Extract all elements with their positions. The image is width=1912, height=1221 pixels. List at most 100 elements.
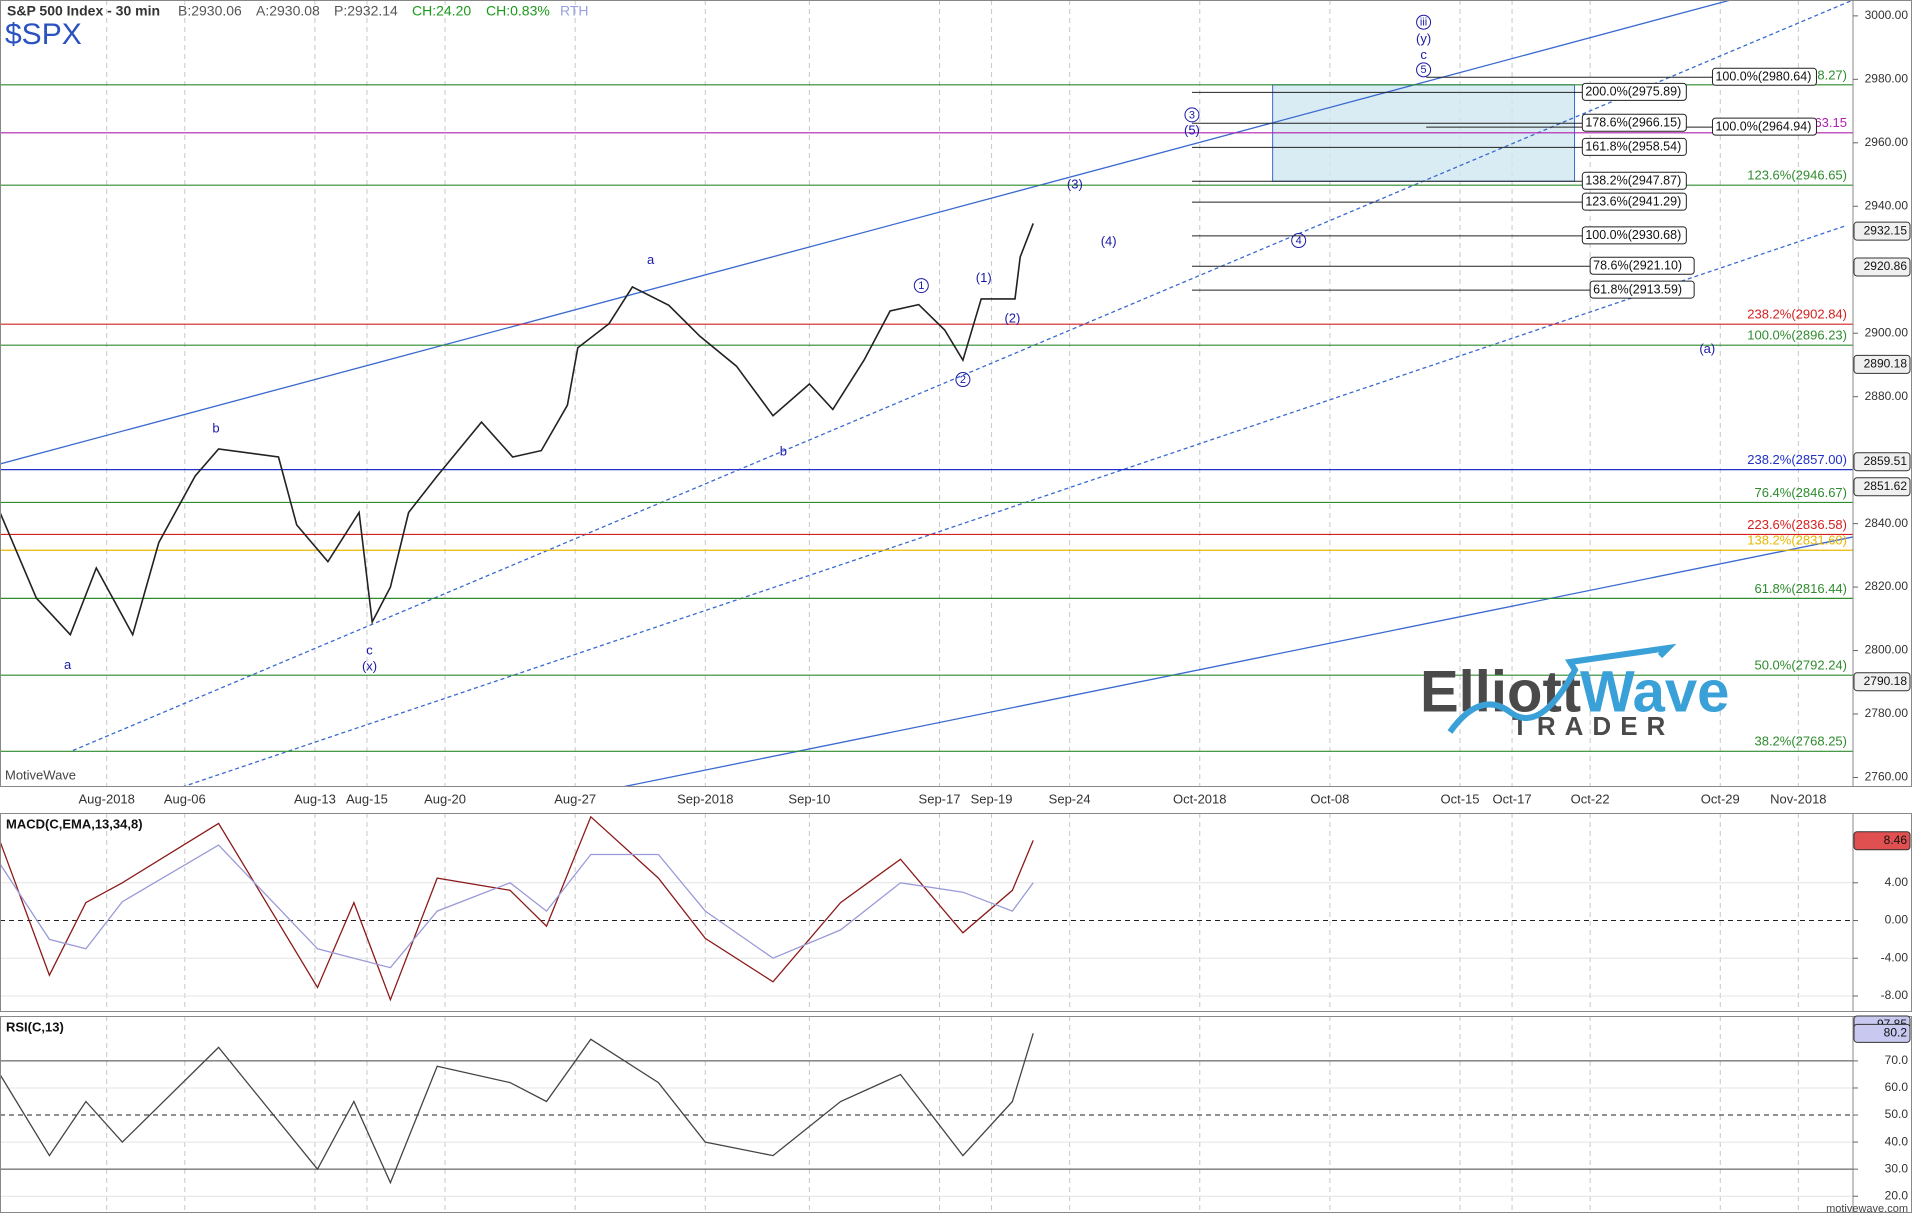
x-tick-label: Oct-15 xyxy=(1441,791,1480,806)
symbol: $SPX xyxy=(5,18,82,51)
header-change: CH:24.20 xyxy=(412,3,471,19)
trendline xyxy=(621,536,1853,787)
projection-label-box xyxy=(1581,171,1687,190)
x-tick-label: Aug-15 xyxy=(346,791,388,806)
x-tick-label: Aug-06 xyxy=(164,791,206,806)
price-marker xyxy=(1853,672,1911,692)
price-marker xyxy=(1853,221,1911,241)
logo-swoosh xyxy=(1447,643,1677,734)
projection-label: 161.8%(2958.54) xyxy=(1585,140,1681,154)
wave-circle xyxy=(1291,233,1307,249)
wave-label: (1) xyxy=(976,270,992,285)
logo-word: Wave xyxy=(1580,659,1729,724)
price-marker xyxy=(1853,257,1911,277)
y-tick-label: 2940.00 xyxy=(1865,198,1909,212)
x-tick-label: Aug-13 xyxy=(294,791,336,806)
wave-label: c xyxy=(1420,47,1427,62)
data-line xyxy=(0,223,1034,637)
x-tick-label: Aug-20 xyxy=(424,791,466,806)
y-tick-label: 3000.00 xyxy=(1865,8,1909,22)
wave-label: b xyxy=(212,420,219,435)
fib-label: 100.0%(2896.23) xyxy=(1747,328,1847,343)
y-tick-label: 2980.00 xyxy=(1865,72,1909,86)
header-price: P:2932.14 xyxy=(334,3,398,19)
y-tick-label: -8.00 xyxy=(1881,988,1909,1002)
wave-label: 2 xyxy=(960,374,966,386)
y-tick-label: 2800.00 xyxy=(1865,643,1909,657)
projection-label-box xyxy=(1589,280,1695,299)
projection-label: 100.0%(2980.64) xyxy=(1715,70,1811,84)
projection-label: 100.0%(2964.94) xyxy=(1715,119,1811,133)
projection-label-box xyxy=(1581,82,1687,101)
price-marker-label: 2932.15 xyxy=(1864,223,1908,237)
projection-label: 61.8%(2913.59) xyxy=(1593,282,1682,296)
x-tick-label: Aug-27 xyxy=(554,791,596,806)
x-tick-label: Sep-2018 xyxy=(677,791,733,806)
wave-label: (a) xyxy=(1699,341,1715,356)
projection-label-box xyxy=(1711,67,1817,86)
footer: motivewave.com xyxy=(1826,1203,1908,1215)
wave-label: 5 xyxy=(1421,64,1427,76)
header-change-pct: CH:0.83% xyxy=(486,3,550,19)
x-tick-label: Oct-29 xyxy=(1701,791,1740,806)
y-tick-label: 50.0 xyxy=(1885,1107,1909,1121)
price-marker-label: 80.2 xyxy=(1884,1025,1908,1039)
x-tick-label: Oct-08 xyxy=(1310,791,1349,806)
wave-label: iii xyxy=(1420,17,1427,29)
x-tick-label: Nov-2018 xyxy=(1770,791,1826,806)
price-marker xyxy=(1853,831,1911,851)
wave-circle xyxy=(955,372,971,388)
y-tick-label: 2840.00 xyxy=(1865,516,1909,530)
header-ask: A:2930.08 xyxy=(256,3,320,19)
price-marker-label: 2790.18 xyxy=(1864,674,1908,688)
data-line xyxy=(0,844,1034,969)
projection-label: 78.6%(2921.10) xyxy=(1593,259,1682,273)
fib-label: 138.2%(2831.60) xyxy=(1747,533,1847,548)
trendline xyxy=(181,225,1846,787)
wave-circle xyxy=(1184,107,1200,123)
y-tick-label: 4.00 xyxy=(1885,875,1909,889)
wave-label: c xyxy=(366,642,373,657)
y-tick-label: 20.0 xyxy=(1885,1188,1909,1202)
wave-label: a xyxy=(64,657,72,672)
projection-label-box xyxy=(1589,256,1695,275)
wave-label: b xyxy=(780,444,787,459)
wave-label: 3 xyxy=(1189,109,1195,121)
x-tick-label: Oct-2018 xyxy=(1173,791,1226,806)
price-marker xyxy=(1853,1023,1911,1043)
wave-label: (y) xyxy=(1416,31,1431,46)
header-bid: B:2930.06 xyxy=(178,3,242,19)
price-marker xyxy=(1853,452,1911,472)
x-tick-label: Sep-17 xyxy=(919,791,961,806)
projection-label-box xyxy=(1711,117,1817,136)
logo: Elliott Wave TRADER xyxy=(1420,643,1729,741)
wave-circle xyxy=(1416,14,1432,30)
projection-label: 138.2%(2947.87) xyxy=(1585,174,1681,188)
fib-label: 50.0%(2792.24) xyxy=(1754,658,1847,673)
projection-label-box xyxy=(1581,137,1687,156)
price-marker-label: 2920.86 xyxy=(1864,259,1908,273)
wave-label: (4) xyxy=(1101,234,1117,249)
fib-label: 38.2%(2768.25) xyxy=(1754,734,1847,749)
wave-label: (3) xyxy=(1067,176,1083,191)
y-tick-label: 2900.00 xyxy=(1865,325,1909,339)
x-tick-label: Sep-10 xyxy=(788,791,830,806)
projection-label-box xyxy=(1581,192,1687,211)
projection-label: 123.6%(2941.29) xyxy=(1585,194,1681,208)
projection-label: 200.0%(2975.89) xyxy=(1585,85,1681,99)
header-session: RTH xyxy=(560,3,589,19)
logo-word: Elliott xyxy=(1420,659,1581,724)
projection-label: 100.0%(2930.68) xyxy=(1585,228,1681,242)
projection-label: 178.6%(2966.15) xyxy=(1585,116,1681,130)
fib-label: 123.6%(2946.65) xyxy=(1747,168,1847,183)
wave-label: (2) xyxy=(1004,311,1020,326)
plot-area xyxy=(0,1016,1853,1213)
price-marker-label: 8.46 xyxy=(1884,833,1908,847)
wave-label: 4 xyxy=(1296,235,1302,247)
plot-area xyxy=(0,0,1853,787)
fib-label: 76.4%(2846.67) xyxy=(1754,485,1847,500)
y-tick-label: 30.0 xyxy=(1885,1161,1909,1175)
fib-label: 63.15 xyxy=(1814,115,1847,130)
